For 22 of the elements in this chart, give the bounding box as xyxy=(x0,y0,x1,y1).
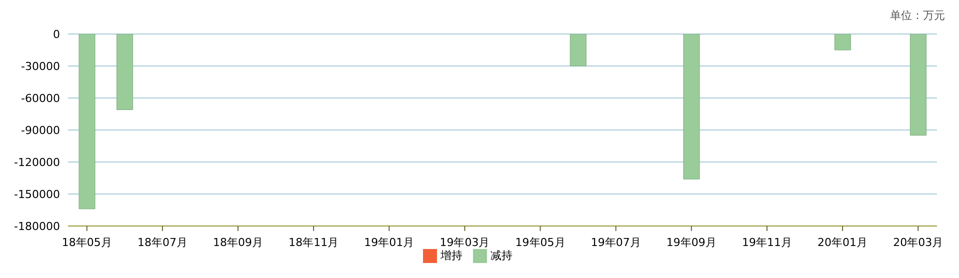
text: 单位：万元 xyxy=(890,8,945,23)
x-tick-label: 18年11月 xyxy=(288,236,339,249)
x-tick-label: 18年07月 xyxy=(137,236,188,249)
x-tick-label: 19年09月 xyxy=(666,236,716,249)
x-tick-label: 19年05月 xyxy=(515,236,566,249)
y-tick-label: 0 xyxy=(53,28,60,41)
y-tick-label: -150000 xyxy=(14,188,60,201)
x-tick-label: 18年05月 xyxy=(62,236,112,249)
legend-label: 减持 xyxy=(490,249,512,262)
x-tick-label: 19年01月 xyxy=(364,236,414,249)
x-tick-label: 19年11月 xyxy=(742,236,792,249)
y-tick-label: -90000 xyxy=(21,124,60,137)
y-tick-label: -30000 xyxy=(21,60,60,73)
y-tick-label: -120000 xyxy=(14,156,60,169)
x-tick-label: 20年01月 xyxy=(818,236,868,249)
y-tick-label: -180000 xyxy=(14,220,60,233)
x-tick-label: 20年03月 xyxy=(893,236,944,249)
legend-label: 增持 xyxy=(440,249,462,262)
x-tick-label: 19年03月 xyxy=(440,236,490,249)
y-tick-label: -60000 xyxy=(21,92,60,105)
x-tick-label: 19年07月 xyxy=(590,236,641,249)
x-tick-label: 18年09月 xyxy=(213,236,264,249)
